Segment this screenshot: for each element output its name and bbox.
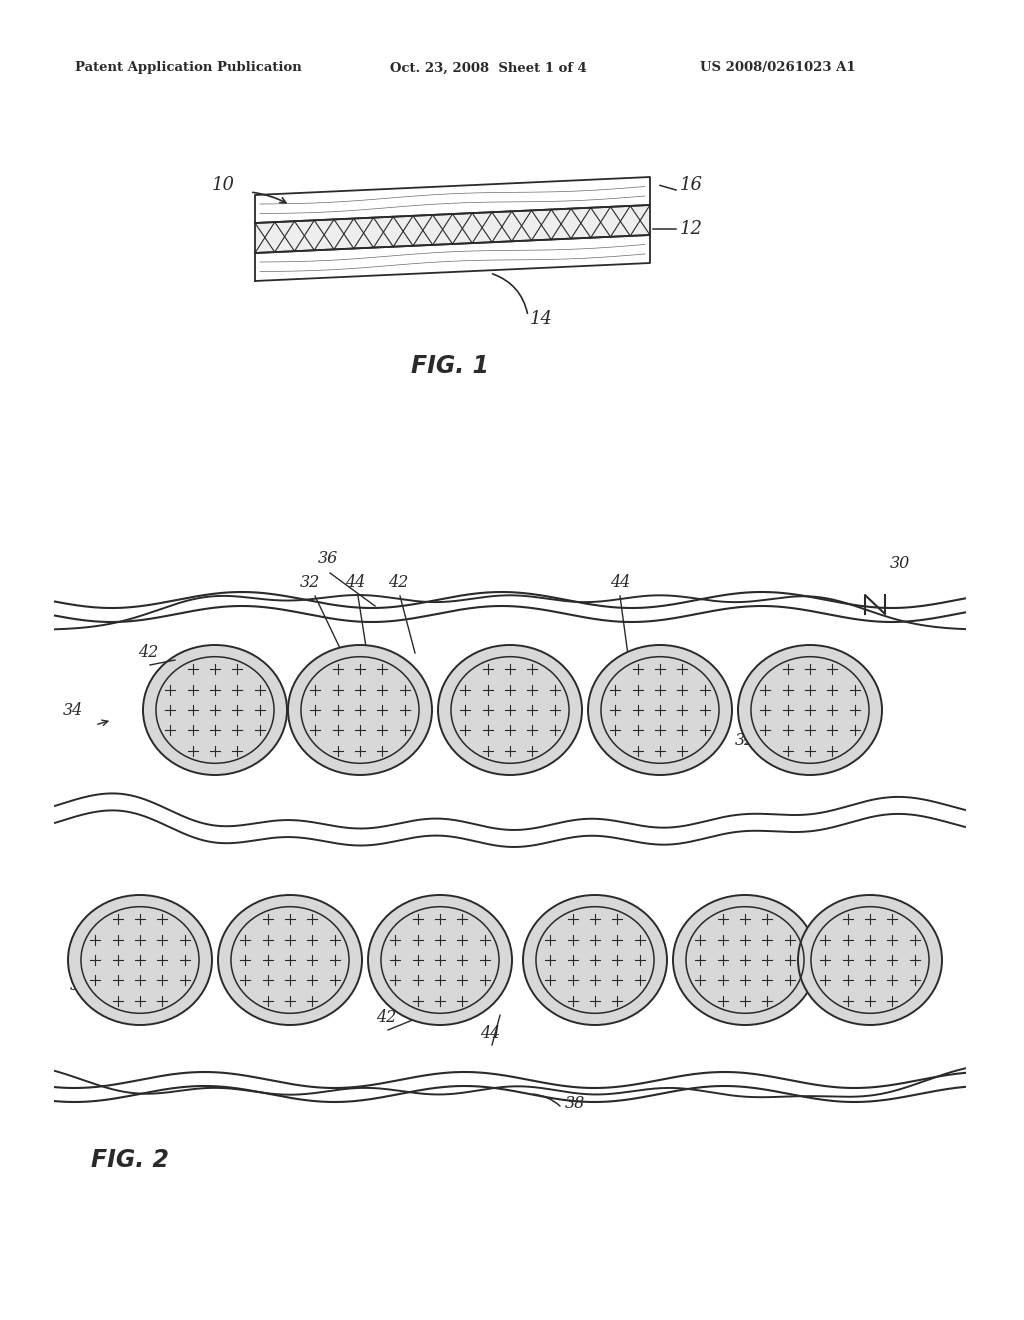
Text: FIG. 2: FIG. 2 [91, 1148, 169, 1172]
Ellipse shape [738, 645, 882, 775]
Text: Patent Application Publication: Patent Application Publication [75, 62, 302, 74]
Text: 44: 44 [610, 574, 630, 591]
Ellipse shape [368, 895, 512, 1026]
Ellipse shape [143, 645, 287, 775]
Ellipse shape [523, 895, 667, 1026]
Ellipse shape [588, 645, 732, 775]
Text: 44: 44 [345, 574, 366, 591]
Text: 12: 12 [680, 220, 703, 238]
Text: 38: 38 [565, 1096, 586, 1111]
Text: 34: 34 [63, 702, 83, 719]
Text: 30: 30 [890, 554, 910, 572]
Text: 42: 42 [138, 644, 158, 661]
Text: 14: 14 [530, 310, 553, 327]
Polygon shape [255, 205, 650, 253]
Text: 32: 32 [70, 977, 90, 994]
Text: 44: 44 [480, 1026, 500, 1041]
Text: US 2008/0261023 A1: US 2008/0261023 A1 [700, 62, 856, 74]
Ellipse shape [798, 895, 942, 1026]
Text: 32: 32 [850, 977, 870, 994]
Text: 10: 10 [212, 176, 234, 194]
Polygon shape [255, 235, 650, 281]
Text: 36: 36 [317, 550, 338, 568]
Ellipse shape [68, 895, 212, 1026]
Text: 42: 42 [388, 574, 409, 591]
Text: FIG. 1: FIG. 1 [411, 354, 489, 378]
Text: Oct. 23, 2008  Sheet 1 of 4: Oct. 23, 2008 Sheet 1 of 4 [390, 62, 587, 74]
Polygon shape [255, 177, 650, 223]
Ellipse shape [288, 645, 432, 775]
Text: 16: 16 [680, 176, 703, 194]
Ellipse shape [673, 895, 817, 1026]
Text: 32: 32 [735, 733, 756, 748]
Text: 32: 32 [300, 574, 321, 591]
Ellipse shape [218, 895, 362, 1026]
Text: 42: 42 [376, 1008, 396, 1026]
Ellipse shape [438, 645, 582, 775]
